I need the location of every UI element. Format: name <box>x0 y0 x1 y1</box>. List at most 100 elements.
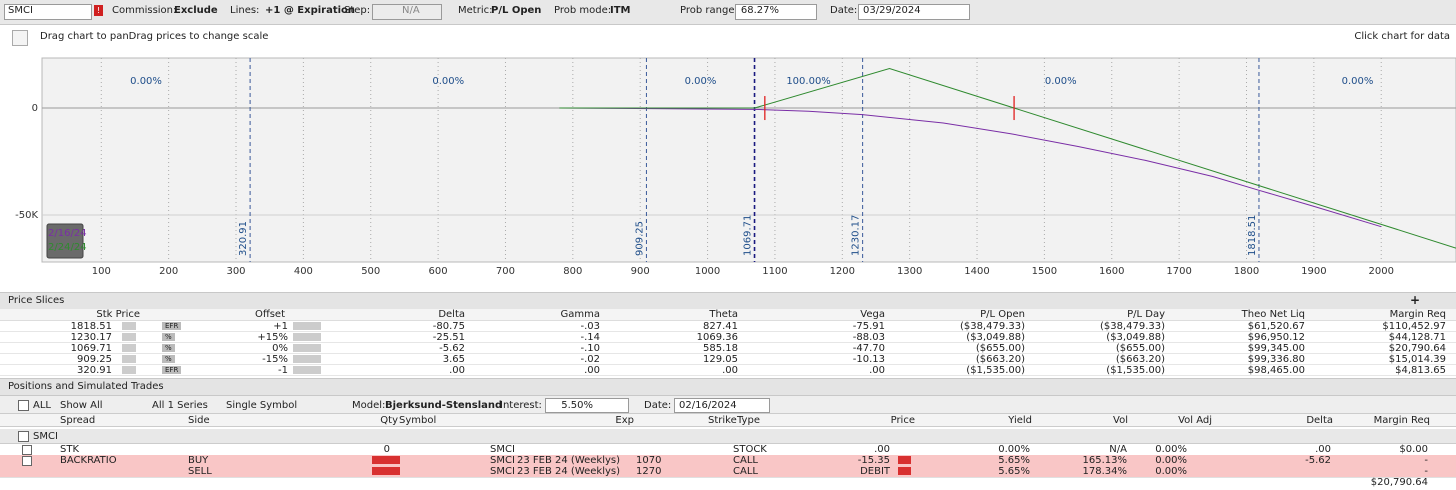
chart-icon[interactable] <box>12 30 28 46</box>
symbol[interactable]: SMCI <box>8 5 33 16</box>
column-header: Offset <box>254 309 285 320</box>
checkbox[interactable] <box>22 456 32 466</box>
add-slice[interactable]: + <box>1410 293 1421 307</box>
cell[interactable]: .00 <box>874 444 890 455</box>
offset-mode[interactable]: EFR <box>162 366 182 374</box>
column-header: Spread <box>60 415 96 426</box>
price-slices-title: Price Slices <box>8 295 65 306</box>
metric[interactable]: P/L Open <box>491 5 542 16</box>
legend-entry: 2/24/24 <box>48 242 87 253</box>
interest-box[interactable] <box>545 398 629 413</box>
date-box[interactable] <box>858 4 970 20</box>
chart[interactable]: 100 200 300 400 500 600 700 800 900 1000 1100 1200 1… <box>0 56 1456 288</box>
symbol-mode[interactable]: Single Symbol <box>226 400 298 411</box>
x-tick-label: 2000 <box>1368 266 1393 277</box>
cell: 585.18 <box>703 343 738 354</box>
x-tick-label: 1000 <box>695 266 720 277</box>
commission[interactable]: Exclude <box>174 5 218 16</box>
spin-button[interactable] <box>122 366 136 374</box>
spin-button[interactable] <box>122 355 136 363</box>
checkbox[interactable] <box>18 431 29 442</box>
spin-button[interactable] <box>122 344 136 352</box>
spin-button[interactable] <box>293 344 321 352</box>
spin-button[interactable] <box>122 333 136 341</box>
offset: 0% <box>272 343 288 354</box>
cell: -5.62 <box>1305 455 1331 466</box>
price-spinner[interactable] <box>898 467 911 475</box>
x-tick-label: 500 <box>361 266 380 277</box>
cell[interactable]: -15.35 <box>857 455 890 466</box>
checkbox[interactable] <box>18 400 29 411</box>
cell: STOCK <box>733 444 767 455</box>
x-tick-label: 1400 <box>964 266 989 277</box>
offset-mode[interactable]: EFR <box>162 322 182 330</box>
column-header: P/L Day <box>1127 309 1165 320</box>
spin-button[interactable] <box>293 333 321 341</box>
probability-label: 0.00% <box>1342 76 1374 87</box>
spin-button[interactable] <box>293 322 321 330</box>
legend-entry: 2/16/24 <box>48 228 87 239</box>
series-line <box>559 107 1382 228</box>
y-tick-label: -50K <box>15 210 38 221</box>
slice-label: 320.91 <box>238 221 249 256</box>
cell[interactable]: 0 <box>383 444 390 455</box>
cell: 1070 <box>636 455 662 466</box>
cell: SMCI <box>490 444 515 455</box>
date[interactable]: 03/29/2024 <box>863 5 921 16</box>
cell: ($1,535.00) <box>966 365 1025 376</box>
cell: 0.00% <box>1155 466 1187 477</box>
cell: $96,950.12 <box>1247 332 1305 343</box>
alert-icon[interactable]: ! <box>94 5 103 16</box>
model[interactable]: Bjerksund-Stensland <box>385 400 503 411</box>
all[interactable]: ALL <box>33 400 51 411</box>
show-all[interactable]: Show All <box>60 400 103 411</box>
cell: STK <box>60 444 80 455</box>
cell: .00 <box>722 365 738 376</box>
cell: .00 <box>1315 444 1331 455</box>
column-header: Symbol <box>399 415 437 426</box>
cell: -75.91 <box>852 321 885 332</box>
lines[interactable]: +1 @ Expiration <box>265 5 356 16</box>
cell: ($3,049.88) <box>1106 332 1165 343</box>
spin-button[interactable] <box>293 366 321 374</box>
spin-button[interactable] <box>122 322 136 330</box>
x-tick-label: 1600 <box>1099 266 1124 277</box>
cell: 23 FEB 24 (Weeklys) <box>517 466 621 477</box>
cell: $99,345.00 <box>1247 343 1305 354</box>
lines-label: Lines: <box>230 5 260 16</box>
cell[interactable]: DEBIT <box>860 466 890 477</box>
column-header: P/L Open <box>980 309 1025 320</box>
positions-date-box[interactable] <box>674 398 770 413</box>
series-filter[interactable]: All 1 Series <box>152 400 208 411</box>
price-slices-header <box>0 292 1456 310</box>
symbol-box[interactable] <box>4 4 92 20</box>
plot-area <box>41 57 1456 263</box>
qty-spinner[interactable] <box>372 456 400 464</box>
price-spinner[interactable] <box>898 456 911 464</box>
offset-mode[interactable]: % <box>162 344 175 352</box>
stk-price: 1069.71 <box>70 343 112 354</box>
qty-spinner[interactable] <box>372 467 400 475</box>
x-tick-label: 700 <box>496 266 515 277</box>
cell: -47.70 <box>852 343 885 354</box>
x-tick-label: 1900 <box>1301 266 1326 277</box>
prob-range[interactable]: 68.27% <box>740 5 779 16</box>
column-header: Type <box>737 415 760 426</box>
column-header: Price <box>890 415 915 426</box>
positions-date[interactable]: 02/16/2024 <box>679 400 737 411</box>
cell: 827.41 <box>703 321 738 332</box>
cell: -.03 <box>580 321 600 332</box>
interest[interactable]: 5.50% <box>561 400 593 411</box>
offset-mode[interactable]: % <box>162 355 175 363</box>
cell: 178.34% <box>1082 466 1128 477</box>
prob-mode[interactable]: ITM <box>610 5 631 16</box>
cell: -.10 <box>580 343 600 354</box>
prob-range-box[interactable] <box>735 4 817 20</box>
step-box <box>372 4 442 20</box>
series-line <box>559 67 1456 249</box>
checkbox[interactable] <box>22 445 32 455</box>
offset-mode[interactable]: % <box>162 333 175 341</box>
cell: ($1,535.00) <box>1106 365 1165 376</box>
spin-button[interactable] <box>293 355 321 363</box>
x-tick-label: 200 <box>159 266 178 277</box>
